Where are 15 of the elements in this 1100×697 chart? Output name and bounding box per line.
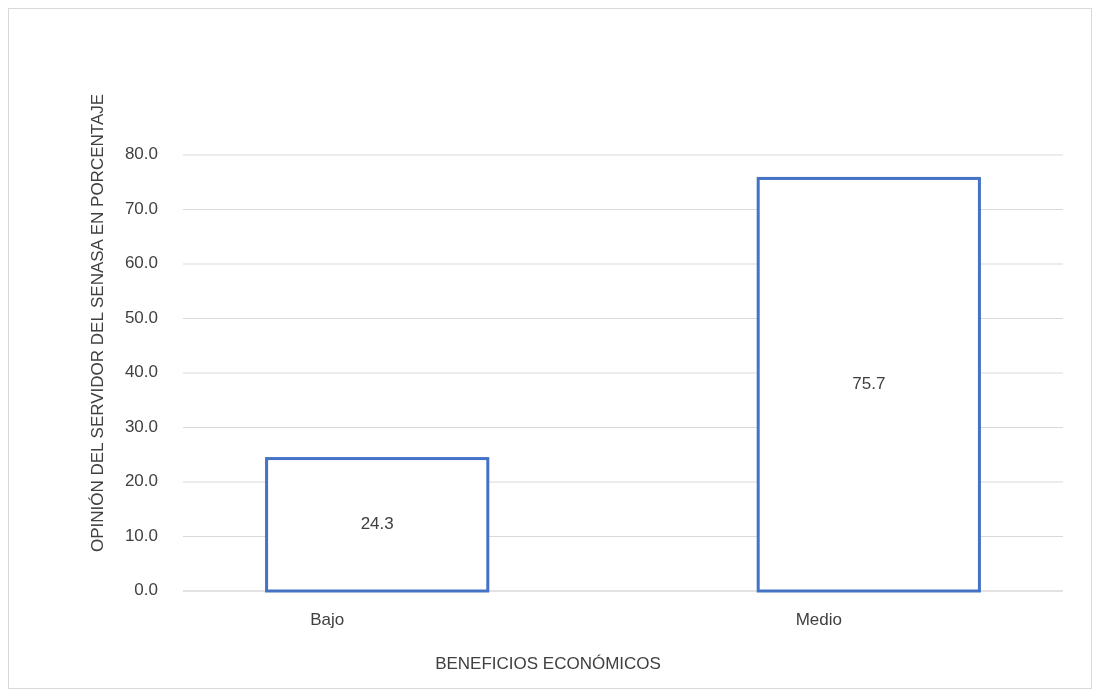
data-label: 75.7 [852, 374, 886, 394]
y-tick-label: 40.0 [124, 362, 158, 382]
x-axis-title: BENEFICIOS ECONÓMICOS [435, 654, 661, 673]
y-tick-label: 60.0 [124, 253, 158, 273]
data-label: 24.3 [360, 514, 394, 534]
y-tick-label: 20.0 [124, 471, 158, 491]
y-tick-label: 50.0 [124, 307, 158, 327]
y-tick-label: 80.0 [124, 144, 158, 164]
y-tick-label: 70.0 [124, 198, 158, 218]
y-tick-label: 30.0 [124, 416, 158, 436]
x-tick-label: Bajo [310, 610, 345, 629]
y-tick-label: 10.0 [124, 525, 158, 545]
x-tick-label: Medio [795, 610, 842, 629]
y-tick-label: 0.0 [134, 580, 158, 600]
y-axis-title: OPINIÓN DEL SERVIDOR DEL SENASA EN PORCENTAJE [88, 93, 107, 553]
